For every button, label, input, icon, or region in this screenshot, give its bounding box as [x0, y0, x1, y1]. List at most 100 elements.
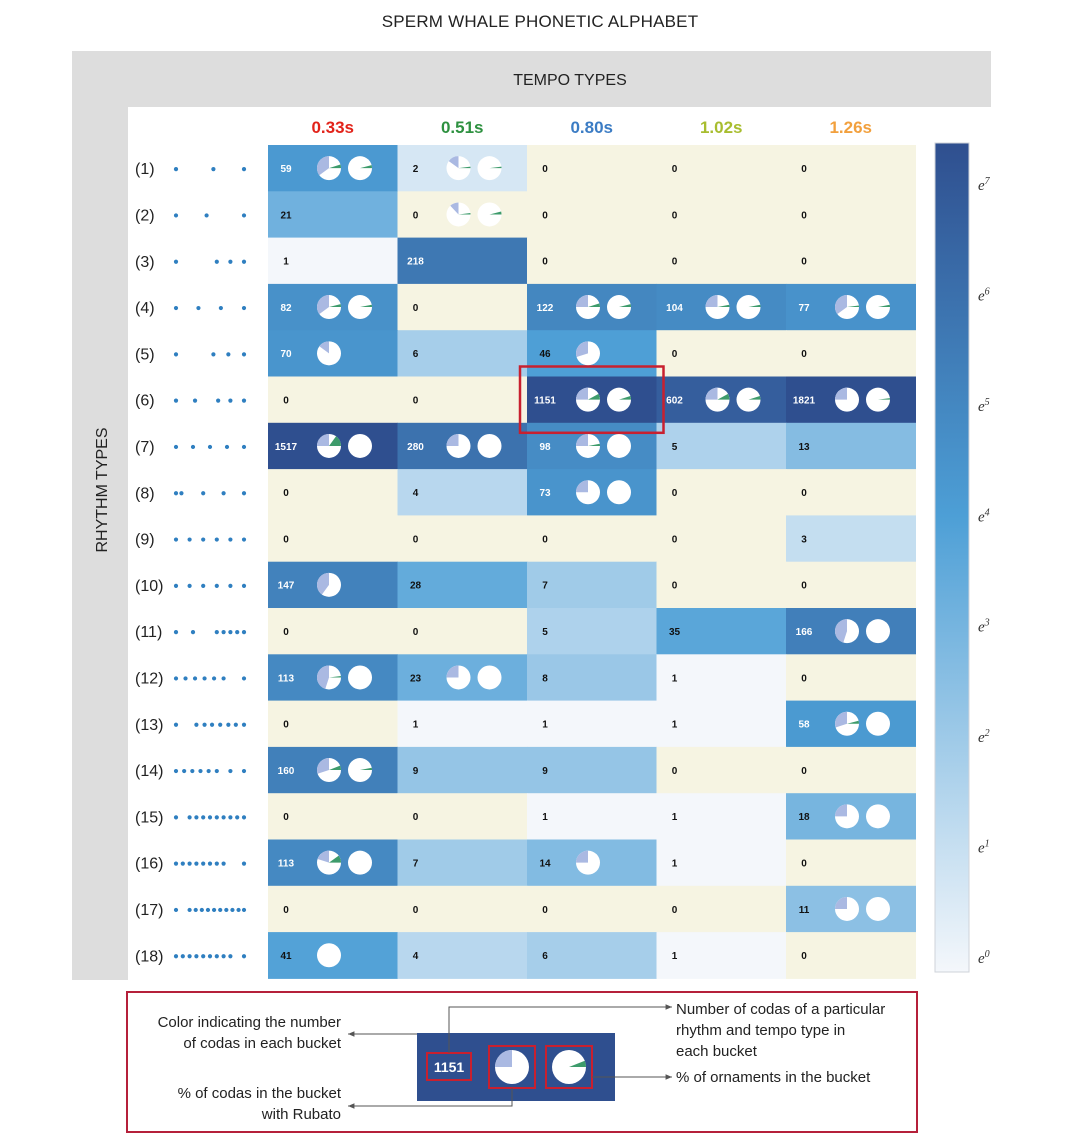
rhythm-row-label: (14) [135, 763, 163, 780]
heatmap-cell [527, 237, 657, 285]
rhythm-dot [221, 491, 226, 496]
heatmap-cell [656, 330, 787, 377]
rhythm-row-label: (16) [135, 856, 163, 873]
rhythm-dot [173, 815, 179, 820]
rhythm-dot [228, 815, 233, 820]
ornament-slice [329, 164, 341, 169]
ornament-slice [748, 395, 761, 400]
rhythm-dot [216, 398, 221, 403]
rhythm-dot [226, 722, 231, 727]
cell-value: 166 [796, 627, 813, 638]
rhythm-dot [201, 537, 206, 542]
heatmap-cell [656, 793, 787, 840]
cell-value: 77 [798, 303, 810, 314]
heatmap-cell [397, 885, 528, 933]
rubato-slice [495, 1050, 512, 1067]
rhythm-dot [241, 630, 247, 635]
colorbar-tick-label: e6 [978, 286, 990, 304]
legend-color-text: Color indicating the number [158, 1014, 341, 1031]
cell-value: 0 [801, 488, 807, 499]
ornament-slice [588, 303, 600, 308]
rhythm-dot [241, 213, 247, 218]
ornament-pie [607, 480, 631, 505]
cell-value: 82 [280, 303, 292, 314]
chart-title: SPERM WHALE PHONETIC ALPHABET [381, 12, 699, 31]
cell-value: 70 [280, 349, 292, 360]
cell-value: 41 [280, 951, 292, 962]
rhythm-dot [211, 676, 217, 681]
rubato-slice [705, 295, 718, 308]
rhythm-dot [205, 907, 211, 913]
cell-value: 1 [672, 951, 678, 962]
rhythm-row-label: (5) [135, 346, 155, 363]
rhythm-dot [228, 954, 233, 959]
tempo-types-label: TEMPO TYPES [513, 72, 627, 89]
colorbar-tick-label: e0 [978, 949, 990, 967]
rhythm-dot [228, 768, 233, 774]
rubato-slice [317, 295, 329, 315]
heatmap-cell [397, 561, 528, 609]
rhythm-dot [241, 954, 247, 959]
ornament-pie [607, 433, 631, 458]
rhythm-dot [190, 768, 195, 774]
heatmap-cell [527, 932, 657, 979]
heatmap-cell [786, 515, 916, 563]
rhythm-dot [173, 305, 179, 311]
rhythm-row-label: (3) [135, 254, 155, 271]
rhythm-header-band [72, 51, 128, 980]
rhythm-dot [201, 861, 206, 866]
rubato-slice [576, 341, 588, 358]
rubato-pie [317, 943, 341, 968]
cell-value: 7 [542, 581, 548, 592]
rhythm-dot [241, 583, 247, 588]
colorbar-tick-label: e7 [978, 176, 991, 194]
heatmap-cell [268, 515, 398, 563]
colorbar-tick-label: e5 [978, 397, 990, 415]
rhythm-dot [236, 907, 241, 913]
heatmap-cell [786, 237, 916, 285]
heatmap-cell [397, 376, 528, 424]
cell-value: 122 [537, 303, 554, 314]
rhythm-dot [241, 305, 247, 311]
rhythm-types-label: RHYTHM TYPES [94, 427, 111, 552]
cell-value: 8 [542, 673, 548, 684]
rhythm-dot [224, 444, 230, 450]
rhythm-row-label: (1) [135, 161, 155, 178]
ornament-pie [477, 433, 502, 458]
rhythm-dot [233, 722, 238, 727]
rhythm-dot [221, 861, 226, 866]
ornament-pie [348, 433, 372, 458]
rhythm-dot [207, 815, 213, 820]
rubato-slice [576, 433, 588, 446]
rubato-slice [835, 387, 847, 400]
heatmap-cell [656, 608, 787, 655]
rubato-slice [576, 387, 588, 400]
cell-value: 0 [283, 488, 289, 499]
rhythm-dot [187, 861, 192, 866]
rhythm-dot [180, 861, 185, 866]
ornament-slice [717, 304, 730, 308]
ornament-pie [348, 850, 372, 875]
heatmap-cell [786, 191, 916, 239]
cell-value: 1 [672, 812, 678, 823]
colorbar [934, 142, 970, 973]
rhythm-dot [241, 167, 247, 172]
rhythm-dot [173, 861, 179, 866]
heatmap-cell [397, 608, 528, 655]
rhythm-dot [201, 583, 206, 588]
cell-value: 104 [666, 303, 683, 314]
heatmap-cell [786, 330, 916, 377]
heatmap-cell [786, 932, 916, 979]
cell-value: 0 [801, 349, 807, 360]
rhythm-dot [173, 537, 179, 542]
rubato-slice [317, 850, 329, 863]
cell-value: 0 [542, 210, 548, 221]
cell-value: 147 [278, 581, 295, 592]
heatmap-cell [397, 515, 528, 563]
ornament-slice [329, 765, 341, 771]
rhythm-dot [241, 676, 247, 681]
rhythm-dot [194, 722, 199, 727]
cell-value: 1821 [793, 396, 816, 407]
ornament-pie [477, 665, 502, 690]
